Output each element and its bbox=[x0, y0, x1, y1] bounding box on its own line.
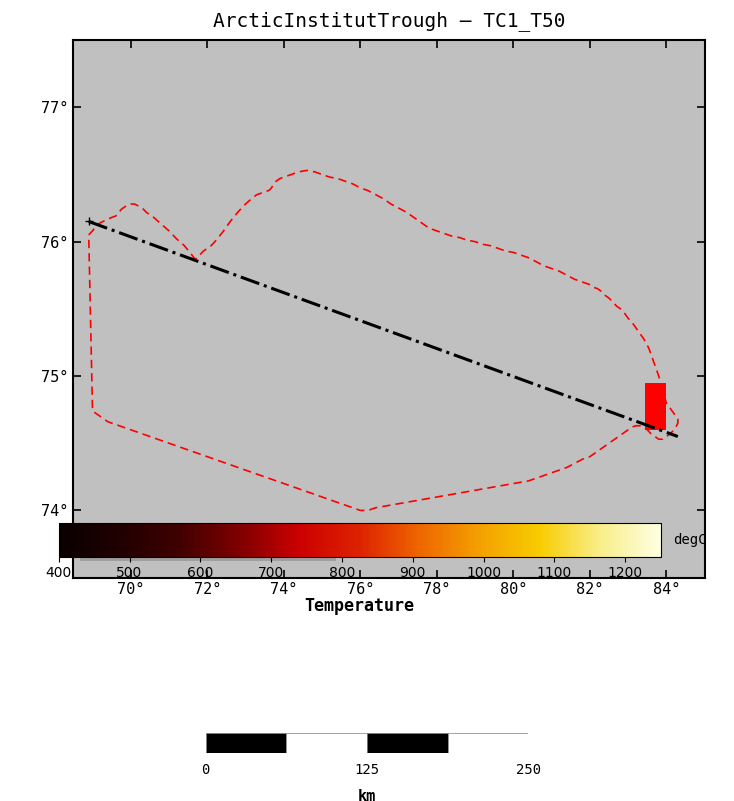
Text: Christian Heine,2007 - www.earthbyte.org: Christian Heine,2007 - www.earthbyte.org bbox=[83, 548, 333, 558]
Text: 250: 250 bbox=[516, 763, 541, 777]
Bar bbox=[206, 733, 286, 753]
Text: degC: degC bbox=[672, 533, 706, 547]
Text: km: km bbox=[358, 789, 376, 801]
Bar bbox=[448, 733, 528, 753]
Text: 0: 0 bbox=[201, 763, 210, 777]
Bar bbox=[645, 383, 666, 430]
Bar bbox=[286, 733, 367, 753]
Bar bbox=[367, 733, 448, 753]
Title: ArcticInstitutTrough – TC1_T50: ArcticInstitutTrough – TC1_T50 bbox=[213, 11, 565, 31]
Text: 125: 125 bbox=[355, 763, 379, 777]
Text: Temperature: Temperature bbox=[305, 597, 415, 614]
